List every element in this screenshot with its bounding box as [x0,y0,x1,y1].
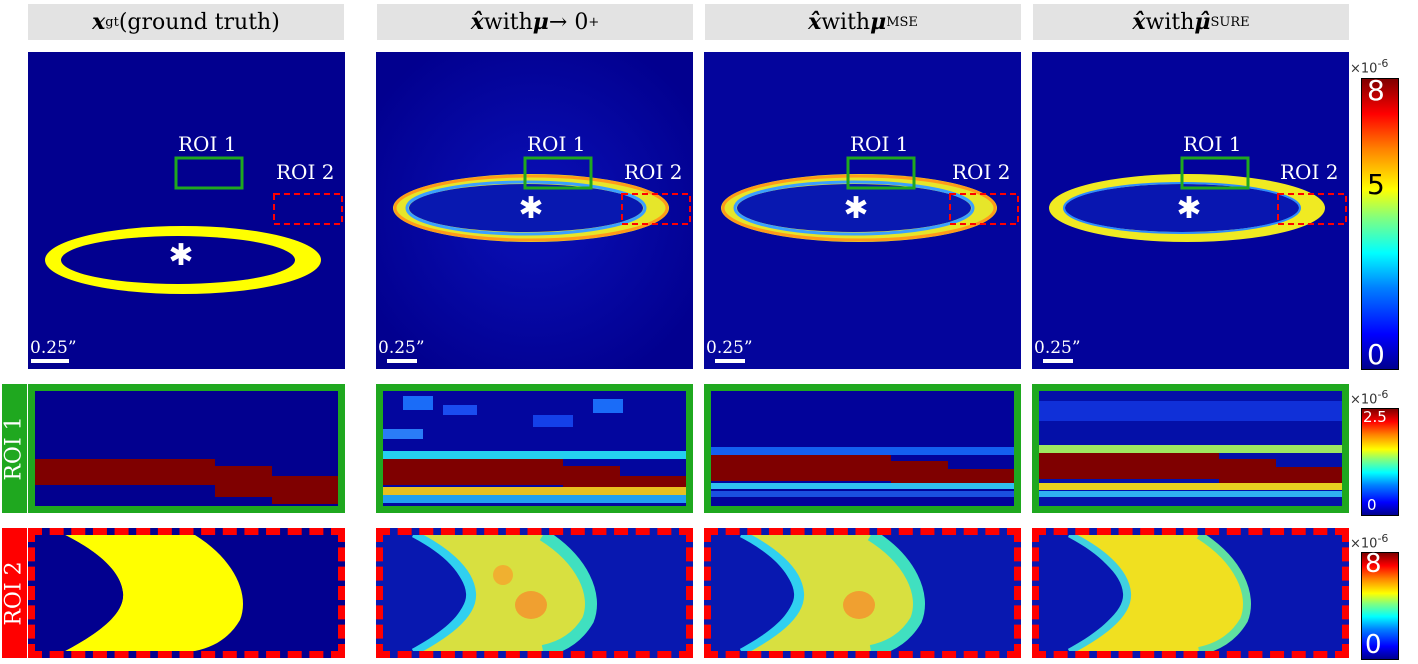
scale-bar [387,359,417,363]
colorbar-middle-tick-max: 2.5 [1363,408,1387,426]
roi2-label: ROI 2 [276,160,335,184]
image-mu-sure: ✱ ROI 1 ROI 2 0.25” [1032,52,1349,369]
row-label-roi2: ROI 2 [2,528,27,658]
svg-text:✱: ✱ [1176,191,1201,226]
roi1-box [174,156,244,190]
roi2-crop-mu-mse [704,528,1021,658]
colorbar-top [1361,78,1399,370]
roi1-label: ROI 1 [178,132,237,156]
roi1-crop-mu-mse [704,384,1021,513]
colorbar-middle-exponent: ×10-6 [1350,388,1389,408]
roi2-label: ROI 2 [952,160,1011,184]
scale-bar [715,359,745,363]
roi2-crop-mu-sure [1032,528,1349,658]
scale-label: 0.25” [706,338,753,358]
scale-label: 0.25” [30,338,77,358]
ellipse-ring-mu-sure: ✱ [1032,52,1349,369]
roi1-label: ROI 1 [850,132,909,156]
colorbar-top-exponent: ×10-6 [1350,57,1389,77]
roi1-label: ROI 1 [527,132,586,156]
roi1-crop-mu-sure [1032,384,1349,513]
roi2-box [273,193,343,225]
colorbar-bottom-tick-max: 8 [1365,549,1382,579]
colorbar-middle [1361,408,1399,516]
roi2-crop-ground-truth [28,528,345,658]
scale-bar [31,359,69,363]
row-label-roi1: ROI 1 [2,384,27,513]
colorbar-top-tick-min: 0 [1367,338,1385,371]
header-mu-sure: x̂ with μ̂ SURE [1033,4,1349,40]
roi2-crop-mu-zero [376,528,693,658]
header-mu-mse: x̂ with μ MSE [705,4,1021,40]
image-mu-mse: ✱ ROI 1 ROI 2 0.25” [704,52,1021,369]
colorbar-bottom [1361,552,1399,660]
star-marker: ✱ [168,238,193,273]
colorbar-top-tick-max: 8 [1367,74,1385,107]
header-mu-zero: x̂ with μ → 0 + [377,4,693,40]
image-mu-zero: ✱ ROI 1 ROI 2 0.25” [376,52,693,369]
svg-text:✱: ✱ [518,191,543,226]
roi1-crop-mu-zero [376,384,693,513]
scale-bar [1043,359,1073,363]
roi2-label: ROI 2 [624,160,683,184]
scale-label: 0.25” [1034,338,1081,358]
scale-label: 0.25” [378,338,425,358]
colorbar-middle-tick-min: 0 [1367,496,1377,514]
colorbar-bottom-tick-min: 0 [1365,630,1382,660]
roi1-crop-ground-truth [28,384,345,513]
ellipse-ring-mu-mse: ✱ [704,52,1021,369]
roi2-label: ROI 2 [1280,160,1339,184]
roi1-label: ROI 1 [1183,132,1242,156]
header-ground-truth: x gt (ground truth) [28,4,344,40]
image-ground-truth: ✱ ROI 1 ROI 2 0.25” [28,52,345,369]
ellipse-ring-mu-zero: ✱ [376,52,693,369]
colorbar-top-tick-mid: 5 [1367,168,1385,201]
ellipse-ring-ground-truth: ✱ [45,156,343,294]
svg-text:✱: ✱ [843,191,868,226]
colorbar-bottom-exponent: ×10-6 [1350,532,1389,552]
